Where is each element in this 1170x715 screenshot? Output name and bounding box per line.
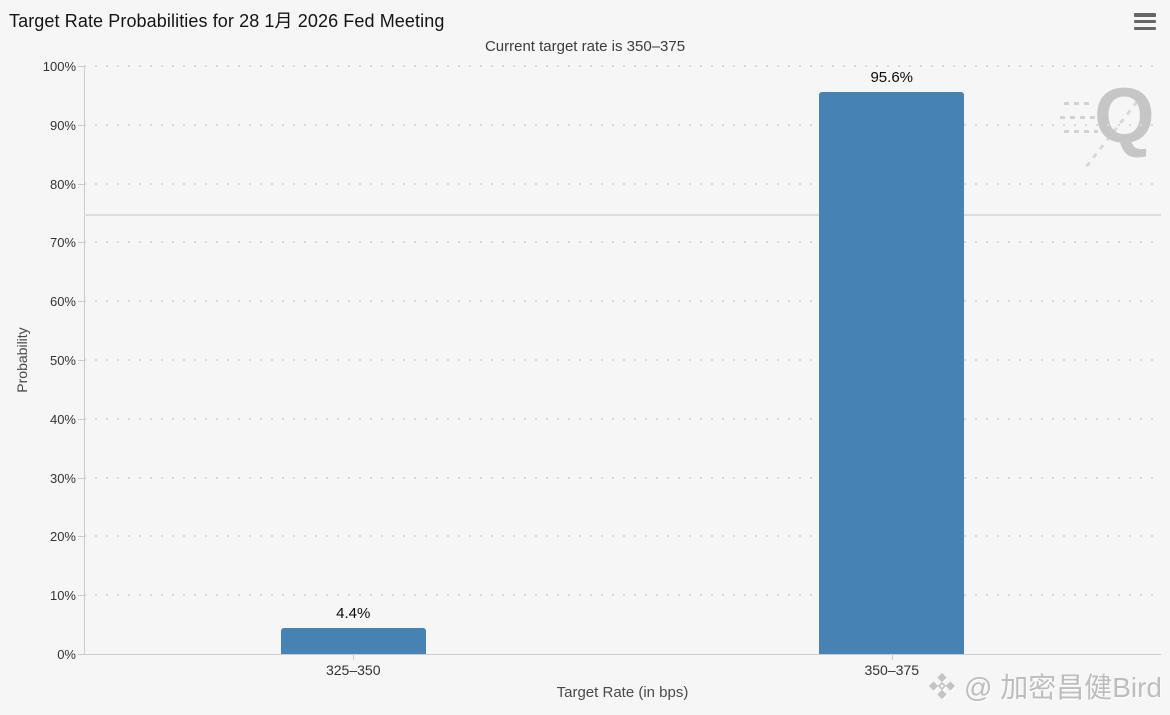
chart-subtitle: Current target rate is 350–375 — [484, 38, 686, 55]
y-gridline — [84, 594, 1161, 597]
y-gridline — [84, 359, 1161, 361]
bar-value-label: 95.6% — [870, 68, 914, 86]
y-tick-label: 50% — [49, 353, 76, 368]
bar-value-label: 4.4% — [336, 605, 371, 623]
q-speed-line — [1060, 116, 1098, 119]
y-axis-tick — [78, 595, 84, 597]
y-tick-label: 100% — [42, 59, 76, 74]
hamburger-icon — [1134, 26, 1156, 30]
q-speed-line — [1064, 130, 1098, 133]
x-tick-label: 325–350 — [325, 662, 381, 678]
y-tick-label: 70% — [49, 235, 76, 251]
y-axis-tick — [78, 242, 84, 244]
y-tick-label: 80% — [49, 176, 76, 192]
y-gridline — [84, 65, 1161, 67]
y-gridline — [84, 123, 1161, 126]
credit-text: @ 加密昌健Bird — [964, 672, 1162, 703]
y-gridline — [84, 182, 1161, 185]
x-axis-title: Target Rate (in bps) — [556, 684, 689, 701]
y-axis-tick — [78, 301, 84, 303]
x-axis-tick — [353, 654, 355, 660]
y-tick-label: 10% — [49, 588, 76, 604]
y-gridline — [84, 300, 1161, 303]
y-axis-tick — [78, 66, 84, 67]
y-gridline — [84, 417, 1161, 420]
y-axis-tick — [78, 536, 84, 538]
y-axis-title: Probability — [14, 327, 30, 393]
x-axis-line — [84, 654, 1161, 655]
binance-diamond-icon — [928, 672, 956, 700]
x-axis-tick — [891, 654, 893, 660]
y-axis-tick — [78, 418, 84, 420]
x-tick-label: 350–375 — [864, 662, 919, 678]
y-tick-label: 30% — [49, 470, 76, 486]
y-axis-tick — [78, 477, 84, 479]
q-speed-line — [1064, 102, 1094, 105]
hamburger-icon — [1134, 19, 1156, 24]
y-tick-label: 40% — [49, 411, 76, 427]
probability-bar[interactable] — [280, 628, 426, 654]
y-tick-label: 60% — [49, 294, 76, 310]
y-gridline — [84, 535, 1161, 538]
q-letter: Q — [1094, 71, 1155, 159]
chart-title: Target Rate Probabilities for 28 1月 2026… — [9, 11, 445, 31]
y-tick-label: 0% — [57, 647, 76, 662]
y-axis-line — [84, 66, 85, 654]
y-tick-label: 90% — [49, 117, 76, 133]
quikstrike-q-watermark: Q — [1060, 71, 1170, 186]
credit-watermark: @ 加密昌健Bird — [927, 666, 1162, 706]
menu-button[interactable] — [1134, 13, 1156, 30]
reference-line — [84, 213, 1161, 216]
y-axis-tick — [78, 360, 84, 361]
probability-bar[interactable] — [819, 91, 965, 654]
y-axis-tick — [78, 183, 84, 185]
y-gridline — [84, 476, 1161, 479]
y-axis-tick — [78, 654, 84, 655]
hamburger-icon — [1134, 13, 1156, 17]
y-axis-tick — [78, 124, 84, 126]
y-tick-label: 20% — [49, 529, 76, 545]
y-gridline — [84, 241, 1161, 244]
